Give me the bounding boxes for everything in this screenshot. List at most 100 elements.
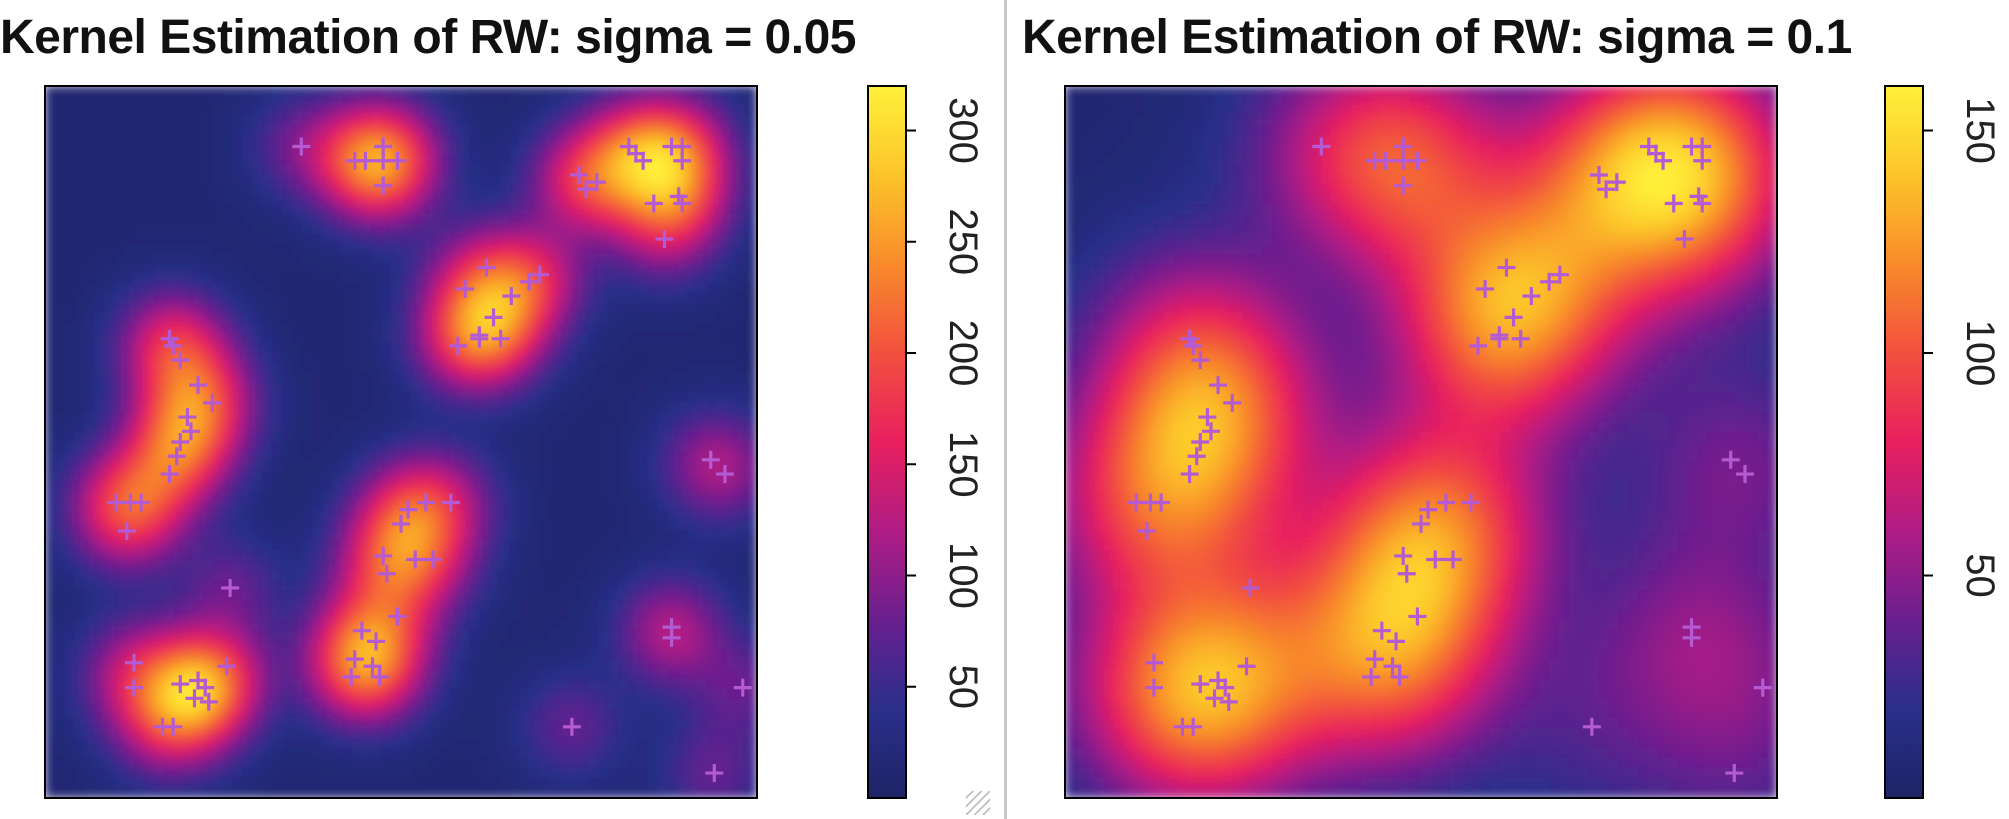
data-point-marker: [1664, 194, 1683, 213]
data-points: [1127, 137, 1772, 783]
colorbar-tick-label: 200: [941, 320, 985, 387]
data-point-marker: [374, 546, 393, 565]
chart-title: Kernel Estimation of RW: sigma = 0.1: [1022, 11, 1852, 64]
data-point-marker: [491, 329, 510, 348]
colorbar-tick-label: 250: [941, 208, 985, 275]
data-point-marker: [1184, 717, 1203, 736]
data-point-marker: [1383, 657, 1402, 676]
data-point-marker: [1241, 578, 1260, 597]
data-point-marker: [189, 671, 208, 690]
data-point-marker: [1444, 550, 1463, 569]
data-point-marker: [1191, 675, 1210, 694]
data-point-marker: [1394, 546, 1413, 565]
data-point-marker: [424, 550, 443, 569]
data-point-marker: [1497, 258, 1516, 277]
data-point-marker: [705, 764, 724, 783]
data-point-marker: [1372, 621, 1391, 640]
data-point-marker: [1675, 230, 1694, 249]
data-point-marker: [587, 173, 606, 192]
data-point-marker: [1408, 607, 1427, 626]
data-point-marker: [662, 628, 681, 647]
density-field: [45, 86, 757, 798]
data-point-marker: [669, 187, 688, 206]
data-point-marker: [164, 717, 183, 736]
data-point-marker: [1476, 279, 1495, 298]
chart-panel-sigma-01: Kernel Estimation of RW: sigma = 0.1 50 1…: [1022, 0, 2009, 819]
data-point-marker: [520, 272, 539, 291]
data-point-marker: [1312, 137, 1331, 156]
data-point-marker: [1412, 514, 1430, 533]
data-point-marker: [1191, 351, 1210, 370]
panel-divider[interactable]: [1004, 0, 1007, 819]
data-point-marker: [374, 176, 393, 195]
data-point-marker: [1209, 671, 1228, 690]
colorbar-tick-label: 100: [1958, 320, 2002, 387]
data-point-marker: [530, 265, 549, 284]
data-point-marker: [1540, 272, 1559, 291]
data-point-marker: [1223, 393, 1242, 412]
data-point-marker: [1394, 176, 1413, 195]
data-point-marker: [1725, 764, 1744, 783]
data-point-marker: [484, 308, 503, 327]
data-point-marker: [342, 667, 361, 686]
data-point-marker: [1152, 493, 1171, 512]
data-point-marker: [570, 166, 588, 184]
data-point-marker: [1607, 173, 1626, 192]
data-point-marker: [132, 493, 151, 512]
data-point-marker: [125, 678, 143, 697]
data-point-marker: [377, 564, 396, 583]
data-point-marker: [125, 653, 143, 672]
data-point-marker: [221, 578, 240, 597]
data-point-marker: [701, 450, 720, 469]
plot-frame: [1064, 85, 1778, 799]
colorbar-tick-label: 300: [941, 97, 985, 164]
data-point-marker: [1490, 326, 1509, 345]
data-point-marker: [1693, 151, 1712, 170]
data-point-marker: [1219, 692, 1238, 711]
data-point-marker: [367, 632, 386, 651]
data-point-marker: [502, 287, 521, 306]
data-point-marker: [345, 650, 364, 669]
data-point-marker: [160, 465, 179, 484]
data-point-marker: [1689, 187, 1708, 206]
data-point-marker: [1198, 408, 1217, 427]
data-point-marker: [655, 230, 674, 249]
data-point-marker: [352, 621, 371, 640]
resize-grip-icon[interactable]: [966, 791, 990, 815]
data-point-marker: [399, 500, 418, 519]
data-point-marker: [644, 194, 663, 213]
data-point-marker: [477, 258, 496, 277]
data-point-marker: [416, 493, 435, 512]
data-point-marker: [1735, 465, 1754, 484]
data-point-marker: [1461, 493, 1480, 512]
data-point-marker: [1582, 717, 1601, 736]
data-point-marker: [1209, 376, 1228, 395]
data-point-marker: [1237, 657, 1256, 676]
data-point-marker: [1511, 329, 1530, 348]
data-point-marker: [1205, 689, 1224, 708]
data-point-marker: [673, 151, 692, 170]
data-point-marker: [470, 326, 489, 345]
colorbar: [1884, 85, 1924, 799]
data-point-marker: [456, 279, 475, 298]
data-points: [107, 137, 752, 783]
colorbar-tick-label: 50: [941, 665, 985, 710]
data-point-marker: [356, 151, 375, 170]
data-point-marker: [203, 393, 222, 412]
data-point-marker: [1468, 336, 1487, 355]
data-point-marker: [1522, 287, 1541, 306]
data-point-marker: [1504, 308, 1523, 327]
data-point-marker: [441, 493, 460, 512]
data-point-marker: [167, 447, 186, 466]
data-point-marker: [388, 151, 407, 170]
data-point-marker: [171, 433, 190, 451]
data-point-marker: [1753, 678, 1772, 697]
data-point-marker: [1408, 151, 1427, 170]
data-point-marker: [562, 717, 581, 736]
data-point-marker: [1365, 650, 1384, 669]
data-point-marker: [1191, 433, 1210, 451]
density-field: [1065, 86, 1777, 798]
colorbar-tick-label: 50: [1958, 553, 2002, 598]
chart-panel-sigma-005: Kernel Estimation of RW: sigma = 0.05 50…: [0, 0, 990, 819]
data-point-marker: [1436, 493, 1455, 512]
